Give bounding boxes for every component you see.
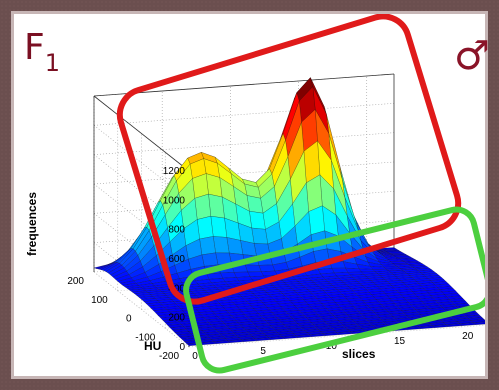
surface-plot [94, 78, 485, 346]
panel-title-main: F [24, 27, 45, 68]
y-tick-label: -200 [159, 351, 179, 362]
surface-patch [213, 236, 229, 253]
z-tick-label: 1000 [163, 195, 186, 206]
y-tick-label: 200 [67, 276, 84, 287]
z-tick-label: 0 [179, 342, 185, 353]
panel-title-sub: 1 [45, 49, 60, 77]
surface-patch [197, 216, 213, 239]
surface-patch [195, 194, 211, 219]
surface-patch [200, 236, 216, 254]
panel-title: F1 [24, 30, 60, 71]
surface-patch [209, 194, 225, 218]
z-tick-label: 1200 [163, 166, 186, 177]
y-tick-label: 0 [126, 314, 132, 325]
surface-patch [332, 268, 348, 273]
surface-patch [248, 272, 264, 277]
x-axis-label: slices [342, 347, 376, 361]
surface-patch [249, 211, 265, 229]
surface-patch [359, 269, 375, 272]
z-tick-label: 600 [168, 254, 185, 265]
surface-patch [259, 265, 275, 272]
surface-patch [220, 272, 236, 278]
surface-patch [345, 268, 361, 272]
surface-patch [234, 272, 250, 277]
male-symbol-icon: ♂ [454, 36, 490, 76]
surface-patch [252, 228, 268, 244]
surface-patch [202, 253, 218, 266]
surface-patch [245, 265, 261, 272]
x-tick-label: 5 [260, 346, 266, 357]
x-tick-label: 20 [462, 331, 474, 342]
y-tick-label: 100 [91, 295, 108, 306]
z-tick-label: 200 [168, 313, 185, 324]
x-tick-label: 15 [394, 336, 406, 347]
z-tick-label: 800 [168, 225, 185, 236]
surface-patch [211, 216, 227, 237]
z-axis-label: frequences [25, 192, 39, 256]
y-axis-label: HU [144, 339, 161, 353]
figure-panel: 0 200 400 600 800 1000 1200 -200 -100 0 100 200 0 5 10… [11, 11, 488, 379]
x-tick-label: 0 [192, 351, 198, 362]
